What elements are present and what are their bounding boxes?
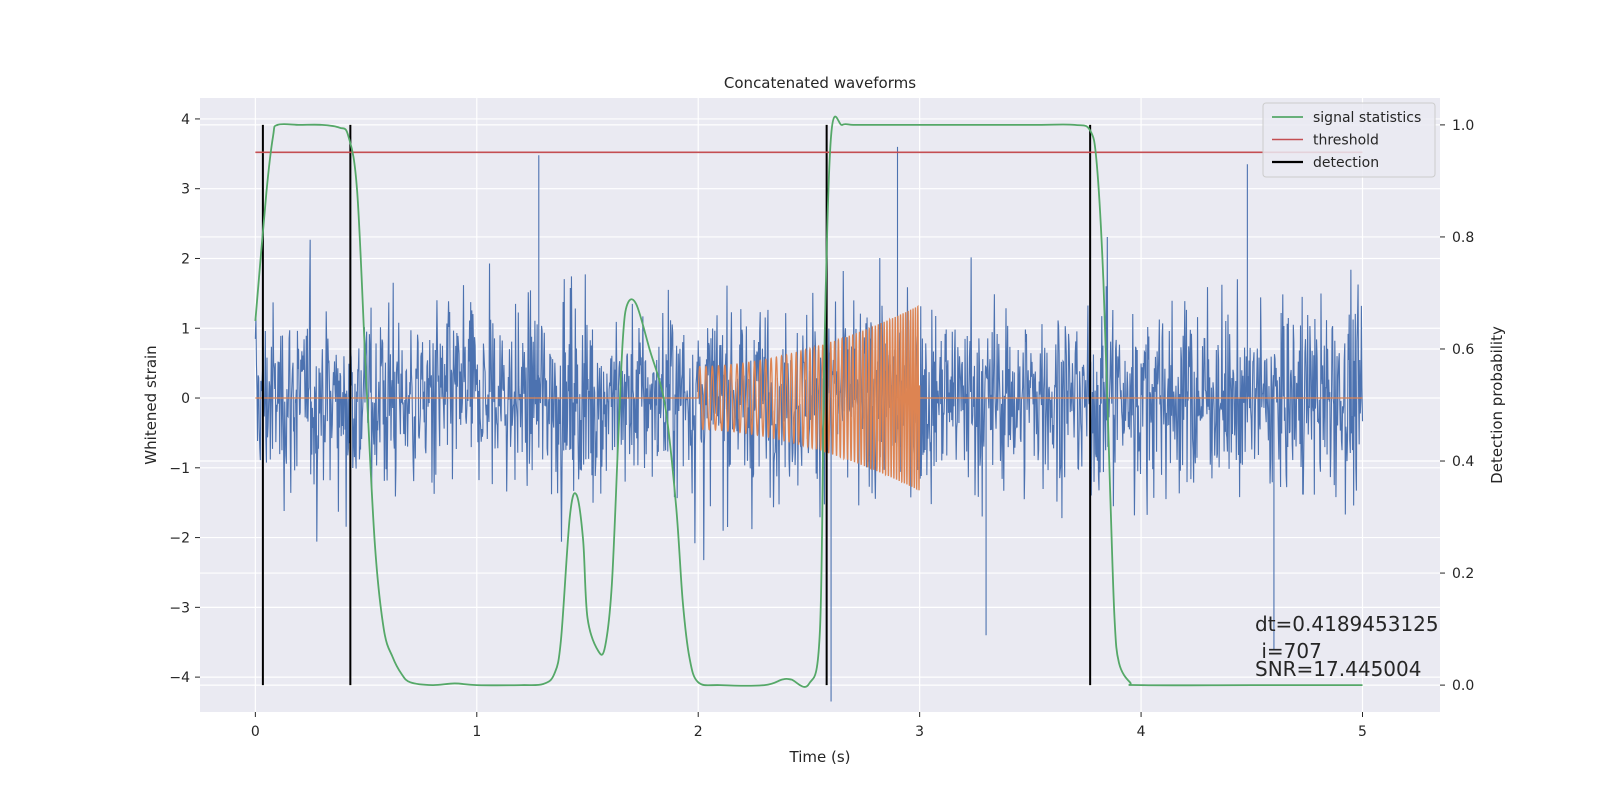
noise-line (254, 136, 1364, 702)
chart-title: Concatenated waveforms (724, 74, 916, 92)
annotation-index: i=707 (1255, 639, 1322, 663)
template-series (255, 304, 1363, 491)
y-tick-label: 0 (181, 391, 190, 407)
y2-tick-label: 1.0 (1452, 118, 1474, 134)
x-tick-label: 4 (1137, 724, 1146, 740)
y-axis-label: Whitened strain (142, 345, 160, 464)
y-tick-label: 3 (181, 182, 190, 198)
y2-tick-label: 0.2 (1452, 566, 1474, 582)
annotation-dt: dt=0.4189453125 (1255, 612, 1439, 636)
y2-tick-label: 0.8 (1452, 230, 1474, 246)
x-tick-label: 2 (694, 724, 703, 740)
y2-axis-label: Detection probability (1488, 326, 1506, 484)
y-tick-label: 4 (181, 112, 190, 128)
legend: signal statistics threshold detection (1262, 102, 1436, 178)
detection-lines (261, 124, 1092, 686)
x-axis-label: Time (s) (789, 748, 851, 766)
legend-box (1262, 102, 1436, 178)
x-tick-label: 3 (915, 724, 924, 740)
x-tick-label: 0 (251, 724, 260, 740)
legend-label-detection: detection (1313, 155, 1379, 171)
axis-ticks: 0 1 2 3 4 5 −4 −3 −2 −1 0 1 2 3 4 0.0 0.2 0.4 0.6 0.8 1.0 (169, 112, 1474, 740)
signal-statistics-line (254, 115, 1363, 688)
x-tick-label: 5 (1358, 724, 1367, 740)
template-line (255, 304, 1363, 491)
legend-label-threshold: threshold (1313, 133, 1379, 149)
y-tick-label: −1 (169, 461, 190, 477)
y-tick-label: −3 (169, 600, 190, 616)
noise-series (254, 136, 1364, 702)
legend-label-signal-statistics: signal statistics (1313, 110, 1421, 126)
x-tick-label: 1 (472, 724, 481, 740)
y2-tick-label: 0.0 (1452, 678, 1474, 694)
y2-tick-label: 0.4 (1452, 454, 1474, 470)
y2-tick-label: 0.6 (1452, 342, 1474, 358)
y-tick-label: 1 (181, 321, 190, 337)
signal-statistics-series (254, 115, 1363, 688)
y-tick-label: −4 (169, 670, 190, 686)
y-tick-label: −2 (169, 531, 190, 547)
annotation-snr: SNR=17.445004 (1255, 657, 1421, 681)
y-tick-label: 2 (181, 251, 190, 267)
